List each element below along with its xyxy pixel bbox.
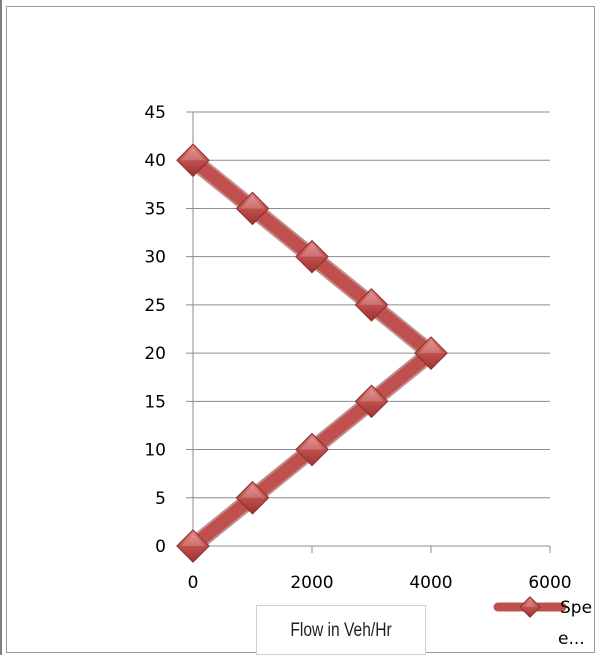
legend-marker-shape	[519, 596, 541, 618]
data-point-6-shape	[295, 432, 329, 467]
y-tick-label-25: 25	[144, 296, 166, 316]
x-tick-label-2000: 2000	[290, 573, 333, 593]
data-point-6	[295, 432, 329, 467]
y-tick-label-20: 20	[144, 344, 166, 364]
data-point-6-highlight	[300, 437, 324, 450]
data-point-4	[414, 336, 448, 370]
data-point-0-highlight	[181, 148, 205, 161]
data-point-5-highlight	[359, 389, 384, 402]
data-point-1	[235, 191, 270, 226]
x-tick-label-4000: 4000	[409, 573, 452, 593]
legend-marker-highlight	[524, 601, 536, 607]
data-point-3-shape	[354, 288, 389, 322]
data-point-5	[354, 384, 389, 419]
y-tick-label-30: 30	[144, 248, 166, 268]
y-tick-label-15: 15	[144, 392, 166, 412]
legend-label-line2: e...	[558, 629, 585, 649]
data-point-2-highlight	[300, 244, 324, 257]
data-point-4-highlight	[419, 341, 443, 354]
data-point-2	[295, 239, 329, 274]
data-point-2-shape	[295, 239, 329, 274]
y-tick-label-0: 0	[155, 537, 166, 557]
x-axis-title-box: Flow in Veh/Hr	[256, 605, 426, 655]
x-tick-label-6000: 6000	[528, 573, 571, 593]
data-point-8-shape	[176, 529, 210, 563]
x-axis-title: Flow in Veh/Hr	[290, 620, 392, 641]
legend-label-line1: Spe	[560, 598, 592, 618]
y-tick-label-45: 45	[144, 103, 166, 123]
data-point-8-highlight	[181, 534, 205, 546]
data-point-3-highlight	[359, 292, 384, 305]
series-speed	[176, 143, 448, 563]
data-point-1-shape	[235, 191, 270, 226]
data-point-7-shape	[235, 480, 270, 515]
x-tick-labels: 0 2000 4000 6000	[188, 573, 572, 593]
data-point-7	[235, 480, 270, 515]
data-point-0-shape	[176, 143, 210, 178]
data-point-8	[176, 529, 210, 563]
y-tick-label-5: 5	[155, 489, 166, 509]
data-point-7-highlight	[240, 485, 265, 498]
y-tick-label-35: 35	[144, 199, 166, 219]
data-point-0	[176, 143, 210, 178]
x-tick-label-0: 0	[188, 573, 199, 593]
y-tick-labels: 0 5 10 15 20 25 30 35 40 45	[144, 103, 166, 557]
axes	[186, 112, 551, 553]
y-tick-label-10: 10	[144, 441, 166, 461]
window-edge	[0, 0, 2, 655]
data-point-4-shape	[414, 336, 448, 370]
data-point-5-shape	[354, 384, 389, 419]
y-tick-label-40: 40	[144, 151, 166, 171]
data-point-3	[354, 288, 389, 322]
legend: Spe e...	[493, 596, 592, 649]
legend-marker	[519, 596, 541, 618]
data-point-1-highlight	[240, 196, 265, 209]
